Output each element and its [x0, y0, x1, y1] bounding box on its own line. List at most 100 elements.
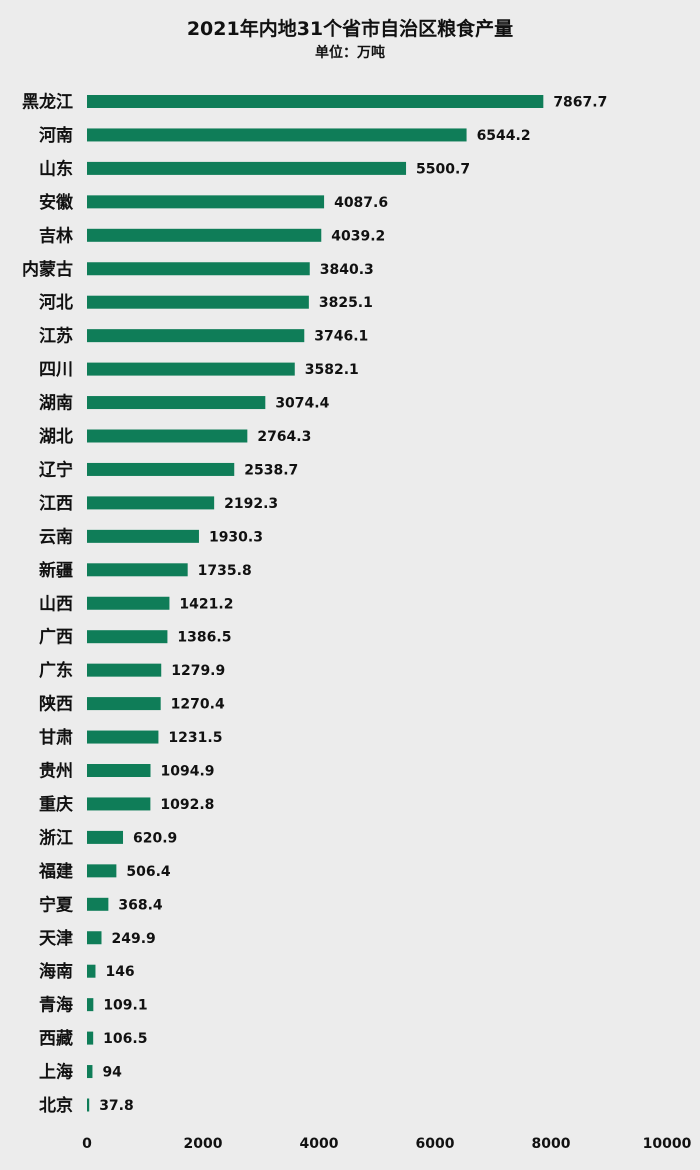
category-label: 重庆 [39, 794, 73, 815]
bar [87, 596, 170, 610]
bar [87, 697, 161, 711]
data-label: 94 [102, 1065, 122, 1081]
data-label: 368.4 [118, 897, 163, 913]
bar [87, 396, 266, 410]
bar [87, 228, 322, 242]
category-label: 黑龙江 [22, 92, 73, 113]
category-label: 内蒙古 [22, 259, 73, 280]
category-label: 陕西 [39, 694, 73, 715]
bar [87, 764, 151, 777]
data-label: 7867.7 [553, 95, 607, 111]
bar [87, 663, 162, 677]
bar [87, 797, 151, 811]
data-label: 37.8 [99, 1098, 134, 1114]
bar [87, 496, 215, 510]
category-label: 浙江 [39, 827, 73, 848]
category-label: 广西 [39, 627, 73, 648]
category-label: 云南 [39, 526, 73, 547]
bar [87, 830, 124, 844]
data-label: 1386.5 [177, 630, 231, 646]
category-label: 甘肃 [39, 727, 73, 748]
data-label: 2538.7 [244, 462, 298, 478]
data-label: 1092.8 [160, 797, 214, 813]
category-label: 贵州 [39, 761, 73, 782]
bar [87, 462, 235, 476]
x-tick-label: 8000 [532, 1136, 571, 1152]
category-label: 北京 [39, 1095, 73, 1116]
bar [87, 128, 467, 142]
category-label: 宁夏 [39, 894, 74, 915]
bar [87, 529, 199, 543]
bar [87, 1098, 90, 1112]
category-label: 四川 [39, 360, 73, 380]
category-label: 湖南 [39, 393, 73, 414]
data-label: 106.5 [103, 1031, 147, 1047]
data-label: 1270.4 [171, 697, 225, 713]
category-label: 福建 [38, 861, 73, 882]
category-label: 新疆 [39, 560, 73, 581]
category-label: 上海 [39, 1062, 73, 1083]
bar [87, 730, 159, 744]
chart-title: 2021年内地31个省市自治区粮食产量 [186, 18, 514, 40]
bar [87, 563, 188, 577]
bar [87, 864, 117, 878]
category-label: 江西 [39, 494, 73, 514]
chart-subtitle: 单位：万吨 [315, 45, 385, 61]
category-label: 西藏 [39, 1029, 73, 1049]
data-label: 3074.4 [275, 396, 329, 412]
x-tick-label: 0 [82, 1136, 92, 1152]
bar [87, 1031, 94, 1045]
category-label: 江苏 [39, 326, 73, 347]
data-label: 4039.2 [331, 228, 385, 244]
category-label: 青海 [39, 995, 73, 1016]
bar [87, 95, 544, 108]
data-label: 1735.8 [198, 563, 252, 579]
x-tick-label: 6000 [416, 1136, 455, 1152]
bar [87, 964, 96, 978]
category-label: 辽宁 [39, 459, 73, 480]
bar [87, 931, 102, 945]
data-label: 620.9 [133, 830, 177, 846]
bar [87, 195, 325, 209]
bar [87, 329, 305, 343]
data-label: 1231.5 [168, 730, 222, 746]
bar [87, 1065, 93, 1079]
bar [87, 630, 168, 644]
bar [87, 161, 407, 175]
category-label: 天津 [39, 928, 73, 949]
data-label: 1930.3 [209, 529, 263, 545]
data-label: 6544.2 [477, 128, 531, 144]
data-label: 3582.1 [305, 362, 359, 378]
data-label: 1279.9 [171, 663, 225, 679]
data-label: 1094.9 [161, 764, 215, 780]
data-label: 3825.1 [319, 295, 373, 311]
category-label: 山东 [39, 158, 73, 179]
data-label: 2192.3 [224, 496, 278, 512]
category-label: 河南 [39, 125, 73, 146]
data-label: 4087.6 [334, 195, 388, 211]
bar [87, 362, 295, 376]
x-tick-label: 10000 [643, 1136, 692, 1152]
data-label: 249.9 [111, 931, 155, 947]
data-label: 2764.3 [257, 429, 311, 445]
bar [87, 429, 248, 443]
data-label: 1421.2 [179, 596, 233, 612]
data-label: 5500.7 [416, 161, 470, 177]
data-label: 3840.3 [320, 262, 374, 278]
category-label: 吉林 [39, 225, 73, 246]
category-label: 湖北 [39, 427, 73, 447]
bar [87, 262, 310, 276]
category-label: 广东 [39, 660, 73, 681]
bar [87, 897, 109, 911]
x-tick-label: 4000 [300, 1136, 339, 1152]
data-label: 3746.1 [314, 329, 368, 345]
bar [87, 998, 94, 1012]
data-label: 146 [105, 964, 134, 980]
data-label: 506.4 [126, 864, 171, 880]
data-label: 109.1 [103, 998, 147, 1014]
category-label: 海南 [39, 961, 73, 982]
x-tick-label: 2000 [184, 1136, 223, 1152]
category-label: 河北 [39, 293, 73, 313]
bar [87, 295, 309, 309]
